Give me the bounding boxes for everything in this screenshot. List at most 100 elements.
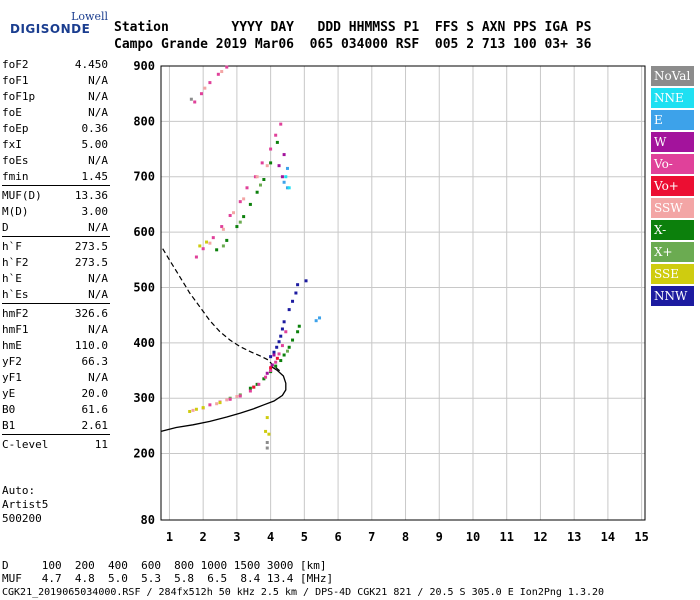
footer-muf-row: MUF 4.7 4.8 5.0 5.3 5.8 6.5 8.4 13.4 [MH…	[2, 572, 334, 585]
echo-point-vo	[220, 225, 224, 229]
echo-point-ssw	[203, 86, 207, 90]
echo-point-nnw	[279, 334, 283, 338]
param-row: h`F 273.5	[2, 240, 108, 254]
param-name: foEs	[2, 154, 29, 167]
auto-version: 500200	[2, 512, 42, 525]
x-tick-label: 12	[533, 530, 547, 544]
echo-point-sse	[264, 429, 268, 433]
echo-point-x	[215, 248, 219, 252]
echo-point-vo	[201, 247, 205, 251]
echo-point-x	[297, 324, 301, 328]
echo-point-vo	[277, 352, 281, 356]
echo-point-vo	[252, 385, 256, 389]
param-value: 0.36	[81, 122, 109, 135]
echo-point-vo	[225, 65, 229, 69]
echo-point-e	[318, 316, 322, 320]
param-row: yF2 66.3	[2, 355, 108, 369]
legend-mode-e: E	[651, 110, 694, 130]
y-tick-label: 400	[133, 336, 155, 350]
param-value: 273.5	[74, 240, 108, 253]
echo-point-vo	[269, 147, 273, 151]
echo-point-e	[285, 166, 289, 170]
y-tick-label: 300	[133, 391, 155, 405]
param-row: foF1p N/A	[2, 90, 108, 104]
param-value: 2.61	[81, 419, 109, 432]
param-row: h`F2 273.5	[2, 256, 108, 270]
param-value: 273.5	[74, 256, 108, 269]
plot-frame	[160, 65, 646, 521]
y-tick-label: 700	[133, 170, 155, 184]
echo-point-noval	[265, 446, 269, 450]
x-tick-label: 11	[499, 530, 513, 544]
legend-mode-nnw: NNW	[651, 286, 694, 306]
param-name: foF1p	[2, 90, 36, 103]
x-tick-label: 15	[634, 530, 648, 544]
echo-point-sse	[201, 406, 205, 410]
echo-point-vo	[284, 330, 288, 334]
echo-point-nnw	[269, 355, 273, 359]
echo-point-vo	[245, 186, 249, 190]
echo-point-vo	[280, 344, 284, 348]
echo-point-nne	[284, 175, 288, 179]
x-tick-label: 13	[567, 530, 581, 544]
param-name: h`Es	[2, 288, 29, 301]
autoscaling-info: Auto: Artist5 500200	[2, 484, 110, 525]
echo-point-x	[262, 178, 266, 181]
profile-dashed-line	[162, 248, 282, 373]
param-separator	[2, 434, 110, 435]
echo-point-nnw	[277, 340, 281, 344]
legend-mode-sse: SSE	[651, 264, 694, 284]
echo-point-e	[314, 319, 318, 323]
echo-point-e	[282, 180, 286, 184]
y-tick-label: 200	[133, 447, 155, 461]
echo-point-ssw	[265, 164, 269, 168]
echo-point-vo	[238, 394, 242, 398]
param-value: 66.3	[81, 355, 109, 368]
echo-point-vo	[269, 369, 273, 373]
echo-point-vo	[238, 200, 242, 204]
echo-point-w	[265, 371, 269, 375]
echo-point-x	[282, 353, 286, 357]
echo-point-e	[285, 186, 289, 190]
footer-distance-row: D 100 200 400 600 800 1000 1500 3000 [km…	[2, 559, 327, 572]
param-value: 20.0	[81, 387, 109, 400]
param-name: fmin	[2, 170, 29, 183]
param-value: 11	[94, 438, 108, 451]
param-row: foF1 N/A	[2, 74, 108, 88]
param-row: yE 20.0	[2, 387, 108, 401]
param-separator	[2, 185, 110, 186]
y-tick-label: 80	[141, 513, 155, 527]
echo-point-sse	[265, 416, 269, 420]
echo-point-ssw	[208, 241, 212, 245]
param-row: foF2 4.450	[2, 58, 108, 72]
echo-point-sse	[218, 401, 222, 405]
y-tick-label: 500	[133, 280, 155, 294]
echo-point-x	[287, 345, 291, 349]
echo-point-ssw	[221, 227, 225, 231]
param-name: yF1	[2, 371, 22, 384]
logo-name: DIGISONDE	[10, 22, 91, 36]
param-name: yE	[2, 387, 16, 400]
echo-point-w	[277, 164, 281, 168]
param-separator	[2, 303, 110, 304]
legend-mode-vo: Vo-	[651, 154, 694, 174]
echo-point-ssw	[232, 211, 236, 215]
legend-mode-w: W	[651, 132, 694, 152]
param-value: N/A	[88, 371, 108, 384]
echo-point-x	[296, 330, 300, 334]
echo-point-x	[248, 202, 252, 206]
param-value: 13.36	[74, 189, 108, 202]
param-value: N/A	[88, 221, 108, 234]
echo-point-w	[280, 175, 284, 179]
echo-point-x	[242, 215, 246, 219]
echo-point-ssw	[235, 395, 239, 399]
echo-point-w	[270, 363, 274, 367]
echo-point-ssw	[225, 398, 229, 402]
param-value: N/A	[88, 106, 108, 119]
echo-point-sse	[267, 432, 271, 436]
param-row: B1 2.61	[2, 419, 108, 433]
param-row: foEp 0.36	[2, 122, 108, 136]
echo-point-sse	[198, 244, 202, 248]
param-value: 3.00	[81, 205, 109, 218]
